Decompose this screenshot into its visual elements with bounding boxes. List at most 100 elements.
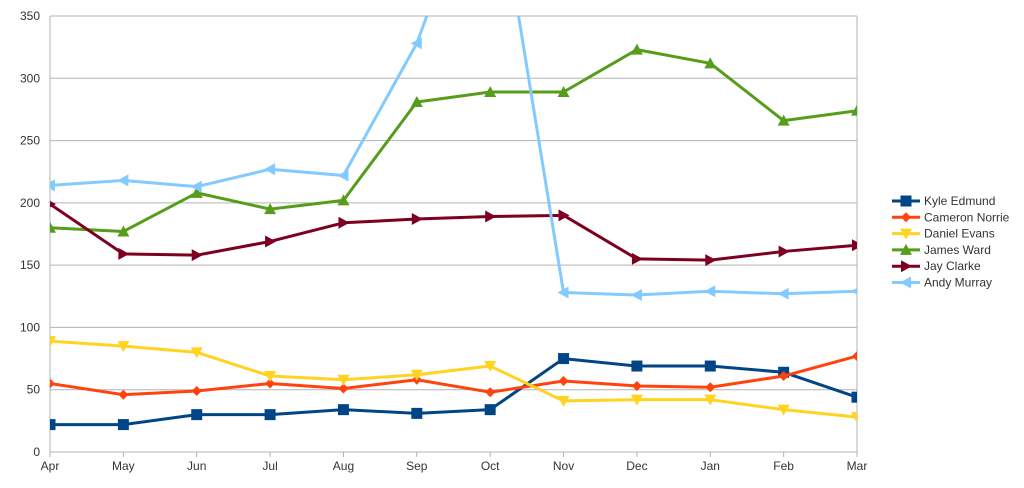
y-tick-label: 50 [27,383,41,397]
data-point [411,213,423,226]
data-point [410,95,423,107]
data-point [117,225,130,237]
x-tick-label: Jun [187,459,206,473]
data-point [851,104,857,116]
data-point [117,419,129,431]
data-point [118,389,129,400]
data-point [50,378,55,389]
data-point [191,409,203,421]
data-point [410,37,422,50]
series-james-ward [50,43,857,237]
y-tick-label: 300 [20,71,40,85]
data-point [190,347,203,359]
data-point [704,394,717,406]
data-point [411,407,423,419]
legend-label: Daniel Evans [924,227,995,241]
data-point [338,216,350,229]
x-tick-label: Aug [333,459,354,473]
y-tick-label: 150 [20,258,40,272]
data-point [191,385,202,396]
legend-label: James Ward [924,243,991,257]
legend-marker [900,228,912,240]
x-tick-label: Sep [406,459,428,473]
legend-item: Daniel Evans [892,227,995,241]
data-point [777,404,790,416]
data-point [631,360,643,372]
legend-item: Kyle Edmund [892,194,995,208]
data-point [558,209,570,222]
legend-item: Andy Murray [892,276,992,290]
data-point [485,387,496,398]
legend-marker [901,212,911,223]
data-point [337,374,350,386]
legend-marker [901,260,912,273]
data-point [264,409,276,421]
data-point [557,286,569,299]
data-point [851,288,857,295]
data-point [264,163,276,176]
x-tick-label: Feb [773,459,794,473]
data-point [190,180,202,193]
legend-item: James Ward [892,243,991,257]
data-point [777,287,789,300]
data-point [778,245,790,258]
data-point [557,395,570,407]
legend-item: Jay Clarke [892,259,981,273]
data-point [557,85,570,97]
legend-label: Andy Murray [924,276,992,290]
series-line [50,16,857,297]
x-tick-label: Jul [262,459,277,473]
data-point [337,194,350,206]
x-tick-label: Mar [847,459,868,473]
y-tick-label: 0 [33,445,40,459]
data-point [778,371,789,382]
data-point [117,341,130,353]
data-point [338,383,349,394]
data-point [191,249,203,262]
data-point [264,371,277,383]
data-point [558,353,570,365]
data-point [631,252,643,265]
data-point [558,375,569,386]
x-tick-label: Jan [701,459,720,473]
data-point [705,382,716,393]
data-point [630,43,643,55]
x-tick-label: May [112,459,135,473]
series-line [50,354,857,397]
legend-label: Cameron Norrie [924,210,1010,224]
data-point [704,360,716,372]
data-point [630,289,642,302]
data-point [50,221,56,233]
data-point [50,419,56,431]
data-point [852,239,857,252]
series-line [50,48,857,234]
legend-marker [900,276,911,289]
data-point [265,378,276,389]
series-cameron-norrie [50,351,857,400]
series-line [50,339,857,419]
data-point [852,351,857,362]
data-point [264,203,277,215]
data-point [50,179,55,192]
series-jay-clarke [50,200,857,267]
x-tick-label: Apr [41,459,60,473]
legend-label: Kyle Edmund [924,194,995,208]
x-tick-label: Oct [481,459,500,473]
data-point [851,391,857,403]
data-point [485,210,497,223]
y-tick-label: 200 [20,196,40,210]
y-tick-label: 100 [20,320,40,334]
series-line [50,202,857,262]
legend: Kyle Edmund Cameron Norrie Daniel Evans Jam… [892,194,1010,290]
legend-label: Jay Clarke [924,259,981,273]
data-point [118,247,130,260]
x-tick-label: Dec [626,459,647,473]
y-tick-label: 250 [20,134,40,148]
legend-item: Cameron Norrie [892,210,1010,224]
x-tick-label: Nov [553,459,574,473]
data-point [117,174,129,187]
data-point [337,404,349,416]
data-point [410,369,423,381]
data-point [484,404,496,416]
